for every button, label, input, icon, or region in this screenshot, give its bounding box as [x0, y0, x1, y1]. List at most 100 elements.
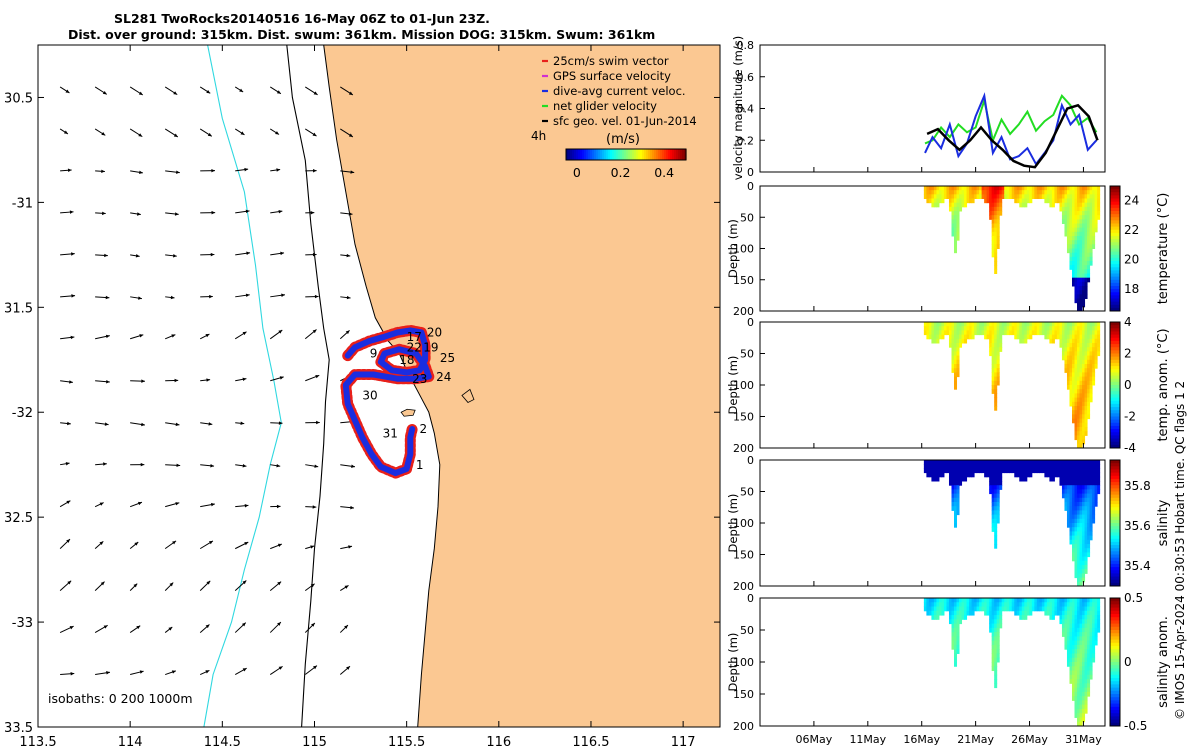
day-label-22: 22 [407, 340, 422, 354]
section-colorbar-label: temp. anom. (°C) [1156, 328, 1171, 441]
island-rottnest [400, 408, 416, 417]
vel-ytick-label: 0.4 [737, 103, 755, 116]
section-ctick-label: 20 [1124, 253, 1139, 267]
time-xtick-label: 11May [849, 733, 886, 746]
map-xtick-label: 116 [486, 735, 511, 750]
section-ytick-label: 100 [733, 243, 754, 256]
section-ctick-label: 4 [1124, 315, 1132, 329]
track-current-vectors [342, 327, 432, 477]
interval-label: 4h [531, 129, 546, 143]
section-ytick-label: 50 [740, 624, 754, 637]
section-ytick-label: 150 [733, 411, 754, 424]
velocity-frame [759, 44, 1106, 173]
vel-ytick-label: 0 [747, 166, 754, 179]
section-colorbar-label: salinity [1156, 499, 1171, 546]
isobath-label: isobaths: 0 200 1000m [48, 691, 193, 706]
section-ytick-label: 0 [747, 180, 754, 193]
day-label-17: 17 [407, 330, 422, 344]
section-ytick-label: 0 [747, 316, 754, 329]
day-label-31: 31 [383, 426, 398, 440]
section-ytick-label: 200 [733, 720, 754, 733]
section-ytick-label: 100 [733, 517, 754, 530]
map-xtick-label: 115 [302, 735, 327, 750]
map-ytick-label: 30.5 [4, 91, 33, 106]
vel-series-2 [926, 103, 1099, 169]
section-ctick-label: -0.5 [1124, 719, 1147, 733]
title-line-1: SL281 TwoRocks20140516 16-May 06Z to 01-… [114, 11, 490, 26]
section-ylabel: Depth (m) [726, 219, 740, 278]
day-label-20: 20 [427, 326, 442, 340]
credit-text: © IMOS 15-Apr-2024 00:30:53 Hobart time.… [1173, 381, 1187, 720]
section-ctick-label: 18 [1124, 282, 1139, 296]
section-ctick-label: 0 [1124, 655, 1132, 669]
section-ytick-label: 150 [733, 274, 754, 287]
day-label-18: 18 [399, 353, 414, 367]
legend-label-4: sfc geo. vel. 01-Jun-2014 [553, 114, 697, 128]
map-ytick-label: -31 [12, 196, 33, 211]
section-ytick-label: 100 [733, 656, 754, 669]
map-ytick-label: 32.5 [4, 511, 33, 526]
section-temp-anomaly: 0 50 100 150 200 Depth (m) -4 -2 0 2 4 temp. anom. … [726, 315, 1171, 455]
map-colorbar-tick: 0 [573, 165, 581, 180]
time-xtick-label: 21May [957, 733, 994, 746]
section-ytick-label: 200 [733, 580, 754, 593]
section-ylabel: Depth (m) [726, 633, 740, 692]
section-ctick-label: 0.5 [1124, 591, 1143, 605]
map-ytick-label: -33 [12, 616, 33, 631]
day-label-23: 23 [412, 372, 427, 386]
legend-label-1: GPS surface velocity [553, 69, 671, 83]
map-xtick-label: 113.5 [19, 735, 56, 750]
map-land [323, 44, 721, 728]
vel-ytick-label: 0.8 [737, 39, 755, 52]
section-ytick-label: 50 [740, 211, 754, 224]
section-ytick-label: 200 [733, 305, 754, 318]
day-label-24: 24 [436, 370, 451, 384]
section-ctick-label: 35.8 [1124, 479, 1151, 493]
section-ctick-label: 2 [1124, 347, 1132, 361]
section-ytick-label: 200 [733, 442, 754, 455]
map-xtick-label: 114 [118, 735, 143, 750]
map-xtick-label: 115.5 [388, 735, 425, 750]
section-colorbar [1109, 321, 1121, 449]
legend-label-0: 25cm/s swim vector [553, 54, 669, 68]
map-ytick-label: 31.5 [4, 301, 33, 316]
time-xtick-label: 31May [1065, 733, 1102, 746]
map-land-upper [686, 45, 720, 400]
time-xtick-label: 06May [796, 733, 833, 746]
day-label-25: 25 [440, 351, 455, 365]
section-colorbar-label: temperature (°C) [1156, 193, 1171, 305]
section-ytick-label: 50 [740, 348, 754, 361]
map-xtick-label: 117 [671, 735, 696, 750]
map-ytick-label: 33.5 [4, 721, 33, 736]
section-ylabel: Depth (m) [726, 494, 740, 553]
map-ytick-label: -32 [12, 406, 33, 421]
section-ytick-label: 150 [733, 688, 754, 701]
map-xtick-label: 114.5 [204, 735, 241, 750]
section-ytick-label: 150 [733, 549, 754, 562]
vel-ytick-label: 0.2 [737, 134, 755, 147]
sfc-geo-vectors [59, 86, 356, 676]
section-temperature: 0 50 100 150 200 Depth (m) 18 20 22 24 temperature… [726, 180, 1171, 318]
island-small [461, 388, 475, 403]
map-frame [37, 44, 721, 728]
day-label-9: 9 [370, 347, 378, 361]
section-colorbar [1109, 597, 1121, 727]
map-xtick-label: 116.5 [572, 735, 609, 750]
map-colorbar-label: (m/s) [606, 132, 640, 147]
map-colorbar [565, 148, 687, 161]
section-ctick-label: 24 [1124, 194, 1139, 208]
day-label-2: 2 [420, 422, 428, 436]
vel-ytick-label: 0.6 [737, 71, 755, 84]
time-xtick-label: 16May [903, 733, 940, 746]
time-xtick-label: 26May [1011, 733, 1048, 746]
section-ytick-label: 0 [747, 454, 754, 467]
section-salinity: 0 50 100 150 200 Depth (m) 35.4 35.6 35.8 salinit… [726, 454, 1171, 593]
section-ctick-label: 35.6 [1124, 519, 1151, 533]
legend-label-3: net glider velocity [553, 99, 657, 113]
section-ytick-label: 50 [740, 486, 754, 499]
title-line-2: Dist. over ground: 315km. Dist. swum: 36… [68, 27, 656, 42]
legend-label-2: dive-avg current veloc. [553, 84, 686, 98]
